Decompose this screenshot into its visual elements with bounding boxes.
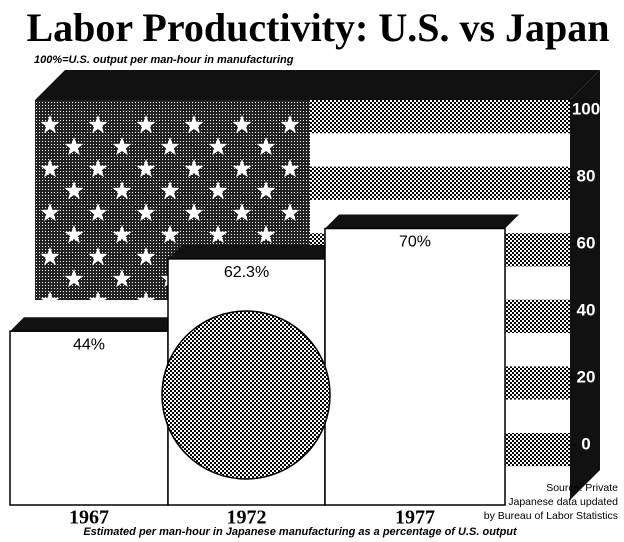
star xyxy=(160,181,180,200)
y-tick-label: 60 xyxy=(577,233,596,252)
value-label: 62.3% xyxy=(224,264,269,281)
bar-top xyxy=(325,214,519,229)
star xyxy=(40,203,60,222)
star xyxy=(280,203,300,222)
stripe xyxy=(505,399,570,433)
star xyxy=(136,247,156,266)
star xyxy=(160,225,180,244)
star xyxy=(232,203,252,222)
star xyxy=(136,291,156,310)
star xyxy=(232,115,252,134)
star xyxy=(208,137,228,156)
star xyxy=(112,269,132,288)
stripe xyxy=(505,466,570,500)
star xyxy=(280,159,300,178)
stripe xyxy=(505,433,570,467)
star xyxy=(256,137,276,156)
star xyxy=(136,159,156,178)
y-tick-label: 20 xyxy=(577,367,596,386)
star xyxy=(40,159,60,178)
star xyxy=(88,247,108,266)
star xyxy=(88,159,108,178)
x-tick-label: 1972 xyxy=(227,507,267,529)
x-tick-label: 1967 xyxy=(69,507,109,529)
bar-top xyxy=(168,244,339,259)
y-tick-label: 0 xyxy=(581,434,590,453)
source: Source: Private xyxy=(546,482,618,494)
star xyxy=(64,181,84,200)
star xyxy=(64,269,84,288)
star xyxy=(184,203,204,222)
x-tick-label: 1977 xyxy=(395,507,435,529)
star xyxy=(280,115,300,134)
star xyxy=(64,137,84,156)
bar xyxy=(324,227,506,506)
japan-sun xyxy=(161,310,331,480)
y-tick-label: 80 xyxy=(577,166,596,185)
stripe xyxy=(505,333,570,367)
star xyxy=(40,291,60,310)
star xyxy=(208,181,228,200)
stripe xyxy=(505,299,570,334)
star xyxy=(88,203,108,222)
star xyxy=(40,115,60,134)
star xyxy=(160,137,180,156)
star xyxy=(136,203,156,222)
bar xyxy=(9,330,169,506)
y-tick-label: 100 xyxy=(572,99,600,118)
star xyxy=(112,181,132,200)
stripe xyxy=(310,133,570,167)
x-axis-label: Estimated per man-hour in Japanese manuf… xyxy=(83,526,518,538)
star xyxy=(136,115,156,134)
star xyxy=(40,247,60,266)
chart-title: Labor Productivity: U.S. vs Japan xyxy=(26,5,609,50)
stripe xyxy=(505,366,570,400)
star xyxy=(184,159,204,178)
y-tick-label: 40 xyxy=(577,300,596,319)
value-label: 44% xyxy=(73,336,105,353)
star xyxy=(208,225,228,244)
star xyxy=(256,181,276,200)
value-label: 70% xyxy=(399,234,431,251)
star xyxy=(256,225,276,244)
star xyxy=(112,225,132,244)
star xyxy=(232,159,252,178)
bar-top xyxy=(10,317,182,332)
source: Japanese data updated xyxy=(508,496,618,508)
star xyxy=(184,115,204,134)
source: by Bureau of Labor Statistics xyxy=(484,510,618,522)
subtitle: 100%=U.S. output per man-hour in manufac… xyxy=(34,54,294,66)
star xyxy=(64,225,84,244)
star xyxy=(88,115,108,134)
star xyxy=(88,291,108,310)
star xyxy=(112,137,132,156)
